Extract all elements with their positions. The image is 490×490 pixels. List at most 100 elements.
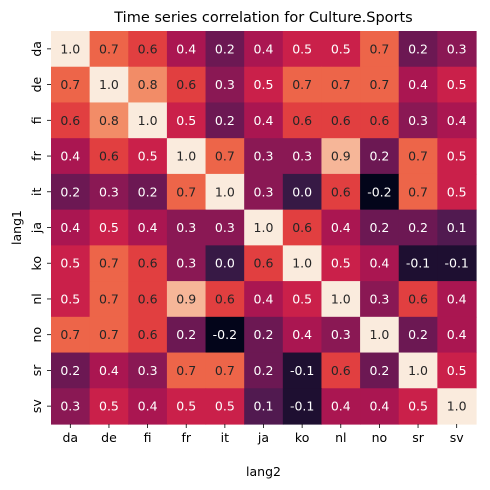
cell-value-label: 0.6: [99, 149, 119, 164]
cell-value-label: 0.4: [369, 399, 389, 414]
x-tick-label: fi: [144, 430, 152, 445]
cell-value-label: 0.6: [369, 113, 389, 128]
cell-value-label: 0.2: [254, 363, 274, 378]
cell-value-label: 1.0: [215, 184, 235, 199]
cell-value-label: 0.3: [99, 184, 119, 199]
cell-value-label: 0.7: [99, 291, 119, 306]
heatmap-cells: 1.0 0.7 0.6 0.4 0.2 0.4 0.5 0.5 0.7 0.2 0.3 0.7 1.0 0…: [51, 31, 477, 425]
cell-value-label: 1.0: [369, 327, 389, 342]
x-axis-title: lang2: [246, 464, 281, 479]
cell-value-label: 0.7: [60, 77, 80, 92]
cell-value-label: 0.3: [176, 220, 196, 235]
cell-value-label: 0.4: [176, 41, 196, 56]
cell-value-label: 0.5: [254, 77, 274, 92]
cell-value-label: 1.0: [292, 256, 312, 271]
cell-value-label: 0.2: [408, 41, 428, 56]
cell-value-label: 0.9: [331, 149, 351, 164]
cell-value-label: 0.1: [254, 399, 274, 414]
cell-value-label: 0.2: [369, 363, 389, 378]
cell-value-label: 0.2: [408, 220, 428, 235]
cell-value-label: -0.1: [290, 363, 314, 378]
cell-value-label: -0.1: [290, 399, 314, 414]
cell-value-label: 1.0: [447, 399, 467, 414]
cell-value-label: 0.2: [254, 327, 274, 342]
cell-value-label: 0.5: [99, 399, 119, 414]
cell-value-label: 0.4: [254, 113, 274, 128]
x-tick-label: de: [101, 430, 117, 445]
x-tick-label: no: [372, 430, 388, 445]
cell-value-label: 0.4: [369, 256, 389, 271]
cell-value-label: 0.4: [60, 220, 80, 235]
cell-value-label: 0.6: [408, 291, 428, 306]
cell-value-label: 0.7: [408, 149, 428, 164]
cell-value-label: 0.2: [138, 184, 158, 199]
chart-title: Time series correlation for Culture.Spor…: [113, 10, 412, 26]
cell-value-label: 0.5: [331, 41, 351, 56]
cell-value-label: 0.7: [215, 363, 235, 378]
cell-value-label: -0.2: [213, 327, 237, 342]
y-tick-label: sv: [29, 399, 44, 414]
y-tick-label: fi: [29, 116, 44, 124]
cell-value-label: 0.3: [215, 77, 235, 92]
cell-value-label: 0.3: [176, 256, 196, 271]
cell-value-label: 0.5: [331, 256, 351, 271]
cell-value-label: 0.1: [447, 220, 467, 235]
cell-value-label: 0.4: [292, 327, 312, 342]
cell-value-label: 0.5: [408, 399, 428, 414]
cell-value-label: 0.4: [138, 399, 158, 414]
cell-value-label: 0.7: [60, 327, 80, 342]
cell-value-label: 1.0: [60, 41, 80, 56]
y-tick-label: da: [29, 41, 44, 57]
cell-value-label: 0.7: [292, 77, 312, 92]
cell-value-label: 1.0: [176, 149, 196, 164]
cell-value-label: 0.4: [331, 220, 351, 235]
cell-value-label: 0.2: [176, 327, 196, 342]
cell-value-label: 0.5: [60, 291, 80, 306]
cell-value-label: 0.4: [447, 327, 467, 342]
cell-value-label: 0.5: [176, 399, 196, 414]
cell-value-label: 0.3: [254, 184, 274, 199]
cell-value-label: 0.6: [138, 41, 158, 56]
cell-value-label: 0.2: [369, 149, 389, 164]
cell-value-label: 0.7: [215, 149, 235, 164]
y-tick-label: de: [29, 76, 44, 92]
cell-value-label: 0.5: [292, 41, 312, 56]
cell-value-label: 0.6: [138, 256, 158, 271]
cell-value-label: 0.7: [99, 41, 119, 56]
cell-value-label: 1.0: [138, 113, 158, 128]
cell-value-label: 0.2: [215, 113, 235, 128]
cell-value-label: 0.6: [331, 113, 351, 128]
cell-value-label: 0.3: [292, 149, 312, 164]
y-tick-label: nl: [29, 293, 44, 304]
cell-value-label: 0.5: [292, 291, 312, 306]
x-tick-label: sr: [412, 430, 425, 445]
cell-value-label: 0.2: [215, 41, 235, 56]
cell-value-label: 0.5: [447, 149, 467, 164]
cell-value-label: 0.5: [447, 363, 467, 378]
cell-value-label: -0.2: [367, 184, 391, 199]
cell-value-label: 0.3: [254, 149, 274, 164]
cell-value-label: 0.3: [447, 41, 467, 56]
cell-value-label: 0.4: [447, 113, 467, 128]
cell-value-label: 0.4: [447, 291, 467, 306]
cell-value-label: -0.1: [406, 256, 430, 271]
cell-value-label: 0.3: [331, 327, 351, 342]
cell-value-label: 0.6: [292, 113, 312, 128]
y-tick-label: sr: [29, 364, 44, 377]
cell-value-label: 0.7: [99, 256, 119, 271]
cell-value-label: 0.6: [138, 291, 158, 306]
cell-value-label: 0.6: [215, 291, 235, 306]
cell-value-label: 0.5: [60, 256, 80, 271]
cell-value-label: 0.6: [331, 363, 351, 378]
cell-value-label: 0.4: [254, 41, 274, 56]
x-tick-label: da: [63, 430, 79, 445]
cell-value-label: 1.0: [99, 77, 119, 92]
cell-value-label: 0.2: [369, 220, 389, 235]
cell-value-label: 0.2: [408, 327, 428, 342]
cell-value-label: 0.4: [138, 220, 158, 235]
cell-value-label: 0.7: [176, 184, 196, 199]
x-tick-label: sv: [450, 430, 465, 445]
cell-value-label: 0.5: [99, 220, 119, 235]
cell-value-label: 0.6: [60, 113, 80, 128]
